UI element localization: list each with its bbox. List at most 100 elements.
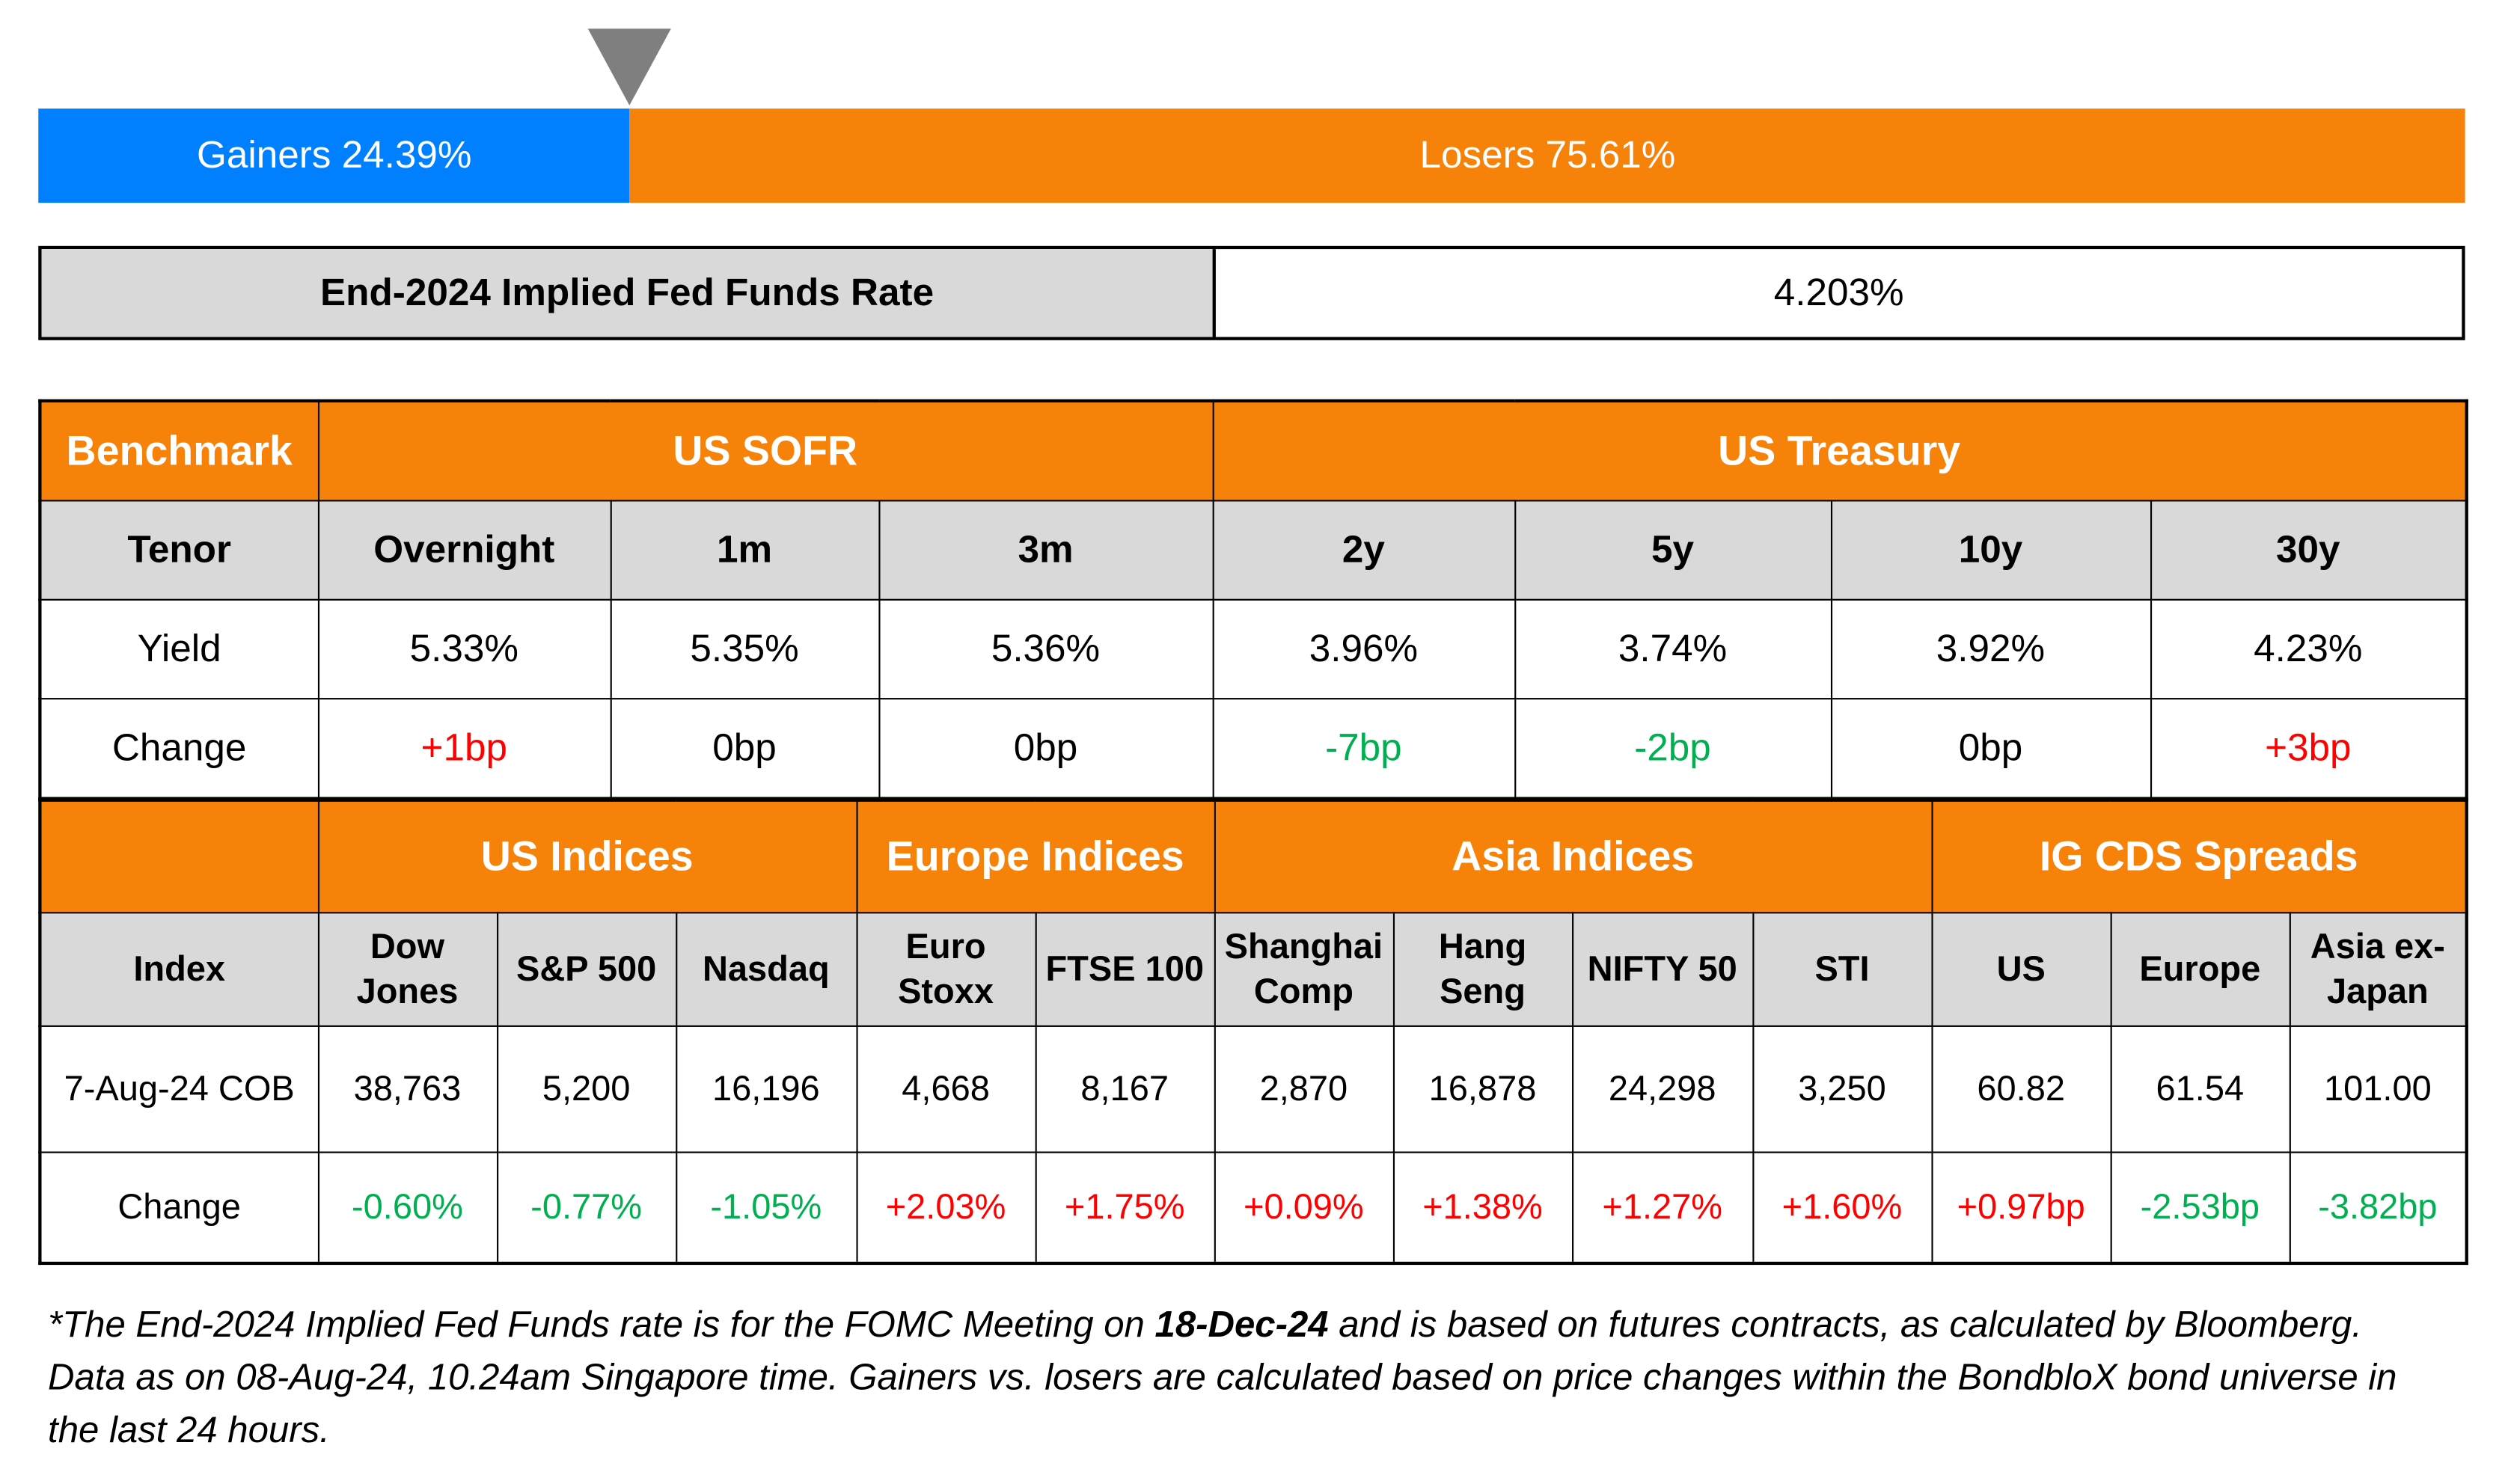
tenor-row: Tenor Overnight 1m 3m 2y 5y 10y 30y	[39, 500, 2468, 601]
date-label: 7-Aug-24 COB	[39, 1024, 319, 1153]
yield-cell: 3.96%	[1211, 598, 1516, 700]
index-name-header: FTSE 100	[1034, 911, 1215, 1026]
index-change-cell: +0.97bp	[1930, 1150, 2111, 1265]
index-name-header: S&P 500	[495, 911, 677, 1026]
index-value-cell: 8,167	[1034, 1024, 1215, 1153]
tenor-header: 5y	[1514, 500, 1832, 601]
index-label: Index	[39, 911, 319, 1026]
rate-change-cell: -7bp	[1211, 698, 1516, 800]
index-change-row: Change -0.60% -0.77% -1.05% +2.03% +1.75% +0.0…	[39, 1150, 2468, 1265]
index-name-header: NIFTY 50	[1571, 911, 1754, 1026]
index-name-header: Asia ex- Japan	[2288, 911, 2468, 1026]
index-value-row: 7-Aug-24 COB 38,763 5,200 16,196 4,668 8,167 2…	[39, 1024, 2468, 1153]
europe-indices-header: Europe Indices	[855, 799, 1215, 913]
index-value-cell: 101.00	[2288, 1024, 2468, 1153]
rate-change-cell: +3bp	[2149, 698, 2468, 800]
yield-cell: 4.23%	[2149, 598, 2468, 700]
fed-funds-table: End-2024 Implied Fed Funds Rate 4.203%	[38, 245, 2465, 340]
rates-table: Benchmark US SOFR US Treasury Tenor Overn…	[38, 399, 2468, 800]
index-change-cell: -1.05%	[675, 1150, 857, 1265]
rates-header-row: Benchmark US SOFR US Treasury	[39, 399, 2468, 502]
index-name-line: Europe	[2139, 948, 2261, 989]
index-change-cell: +1.27%	[1571, 1150, 1754, 1265]
fed-funds-value: 4.203%	[1773, 270, 1904, 314]
treasury-header: US Treasury	[1211, 399, 2468, 502]
tenor-header: 1m	[609, 500, 880, 601]
index-name-line: Nasdaq	[702, 948, 830, 989]
index-name-header: Dow Jones	[316, 911, 498, 1026]
us-indices-header: US Indices	[316, 799, 857, 913]
rate-change-cell: +1bp	[316, 698, 611, 800]
index-name-line: Comp	[1253, 970, 1354, 1011]
index-name-line: STI	[1814, 948, 1870, 989]
benchmark-header: Benchmark	[39, 399, 319, 502]
index-change-cell: +1.60%	[1752, 1150, 1933, 1265]
index-change-cell: -0.77%	[495, 1150, 677, 1265]
tenor-header: 10y	[1829, 500, 2152, 601]
index-name-line: Japan	[2326, 970, 2429, 1011]
tenor-header: 3m	[878, 500, 1214, 601]
index-name-header: Hang Seng	[1392, 911, 1573, 1026]
index-change-label: Change	[39, 1150, 319, 1265]
fed-funds-label: End-2024 Implied Fed Funds Rate	[41, 249, 1216, 337]
change-label: Change	[39, 698, 319, 800]
footnote-text-2: and is based on futures contracts, as ca…	[48, 1303, 2397, 1450]
yield-cell: 5.33%	[316, 598, 611, 700]
index-change-cell: -3.82bp	[2288, 1150, 2468, 1265]
index-name-line: Asia ex-	[2310, 926, 2445, 966]
index-name-header: Shanghai Comp	[1213, 911, 1395, 1026]
index-name-line: FTSE 100	[1045, 948, 1204, 989]
index-name-header: Europe	[2109, 911, 2290, 1026]
index-change-cell: -0.60%	[316, 1150, 498, 1265]
tenor-header: 2y	[1211, 500, 1516, 601]
index-value-cell: 2,870	[1213, 1024, 1395, 1153]
yield-cell: 5.36%	[878, 598, 1214, 700]
index-value-cell: 4,668	[855, 1024, 1036, 1153]
index-name-line: US	[1996, 948, 2046, 989]
index-name-line: Jones	[356, 970, 459, 1011]
yield-label: Yield	[39, 598, 319, 700]
index-change-cell: +1.38%	[1392, 1150, 1573, 1265]
tenor-header: 30y	[2149, 500, 2468, 601]
footnote-date: 18-Dec-24	[1154, 1303, 1329, 1345]
footnote-text: *The End-2024 Implied Fed Funds rate is …	[48, 1303, 1155, 1345]
index-name-line: NIFTY 50	[1587, 948, 1737, 989]
index-change-cell: +1.75%	[1034, 1150, 1215, 1265]
marker-triangle-icon	[588, 28, 672, 105]
index-value-cell: 16,878	[1392, 1024, 1573, 1153]
sofr-header: US SOFR	[316, 399, 1214, 502]
asia-indices-header: Asia Indices	[1213, 799, 1933, 913]
rate-change-cell: -2bp	[1514, 698, 1832, 800]
index-value-cell: 61.54	[2109, 1024, 2290, 1153]
blank-header	[39, 799, 319, 913]
index-name-header: Nasdaq	[675, 911, 857, 1026]
index-name-row: Index Dow Jones S&P 500 Nasdaq Euro Stoxx FTSE …	[39, 911, 2468, 1026]
tenor-header: Overnight	[316, 500, 611, 601]
index-value-cell: 5,200	[495, 1024, 677, 1153]
gainers-losers-bar: Gainers 24.39% Losers 75.61%	[38, 108, 2465, 203]
index-name-line: Hang	[1438, 926, 1527, 966]
index-change-cell: +2.03%	[855, 1150, 1036, 1265]
losers-segment: Losers 75.61%	[630, 108, 2465, 203]
index-value-cell: 38,763	[316, 1024, 498, 1153]
rate-change-row: Change +1bp 0bp 0bp -7bp -2bp 0bp +3bp	[39, 698, 2468, 800]
yield-cell: 3.92%	[1829, 598, 2152, 700]
index-name-line: S&P 500	[516, 948, 657, 989]
yield-row: Yield 5.33% 5.35% 5.36% 3.96% 3.74% 3.92% 4.23%	[39, 598, 2468, 700]
gainers-segment: Gainers 24.39%	[38, 108, 631, 203]
index-name-header: US	[1930, 911, 2111, 1026]
index-value-cell: 24,298	[1571, 1024, 1754, 1153]
footnote: *The End-2024 Implied Fed Funds rate is …	[48, 1298, 2412, 1456]
index-name-header: STI	[1752, 911, 1933, 1026]
index-value-cell: 60.82	[1930, 1024, 2111, 1153]
indices-table: US Indices Europe Indices Asia Indices I…	[38, 798, 2469, 1266]
index-change-cell: -2.53bp	[2109, 1150, 2290, 1265]
rate-change-cell: 0bp	[1829, 698, 2152, 800]
tenor-label: Tenor	[39, 500, 319, 601]
rate-change-cell: 0bp	[609, 698, 880, 800]
yield-cell: 3.74%	[1514, 598, 1832, 700]
index-name-line: Seng	[1440, 970, 1526, 1011]
indices-group-row: US Indices Europe Indices Asia Indices I…	[39, 799, 2468, 913]
index-change-cell: +0.09%	[1213, 1150, 1395, 1265]
index-name-line: Dow	[370, 926, 445, 966]
